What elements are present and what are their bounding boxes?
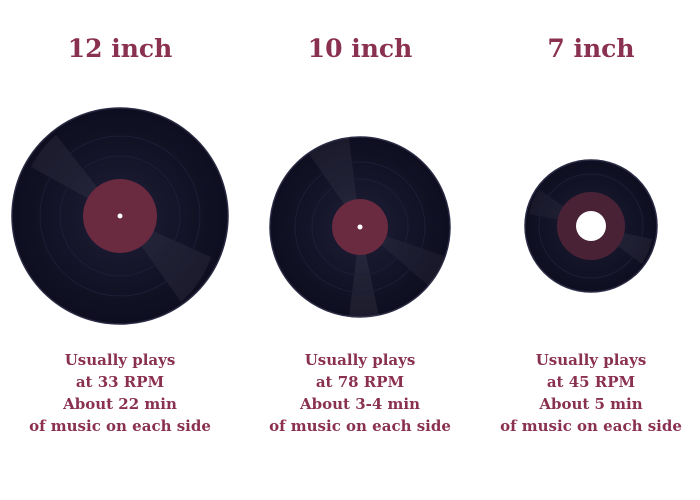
- record-description: Usually plays at 78 RPM About 3-4 min of…: [262, 349, 458, 437]
- record-title: 7 inch: [547, 34, 635, 63]
- record-title: 12 inch: [67, 34, 173, 63]
- record-column-7-inch: 7 inch Usually plays at 45 RPM About 5 m…: [500, 0, 682, 500]
- vinyl-record-12-inch-icon: [11, 107, 229, 325]
- description-line: Usually plays: [64, 351, 176, 369]
- description-line: About 5 min: [539, 395, 643, 413]
- record-description: Usually plays at 33 RPM About 22 min of …: [15, 349, 225, 437]
- description-line: About 22 min: [63, 395, 177, 413]
- description-line: at 33 RPM: [75, 373, 165, 391]
- description-line: of music on each side: [269, 417, 451, 435]
- record-column-10-inch: 10 inch Usually plays at 78 RPM About 3-…: [262, 0, 458, 500]
- record-description: Usually plays at 45 RPM About 5 min of m…: [500, 349, 682, 437]
- description-line: About 3-4 min: [300, 395, 420, 413]
- record-title: 10 inch: [307, 34, 413, 63]
- description-line: of music on each side: [29, 417, 211, 435]
- description-line: of music on each side: [500, 417, 682, 435]
- description-line: Usually plays: [535, 351, 647, 369]
- vinyl-record-7-inch-icon: [524, 159, 658, 293]
- vinyl-record-10-inch-icon: [269, 136, 451, 318]
- description-line: Usually plays: [304, 351, 416, 369]
- description-line: at 45 RPM: [546, 373, 636, 391]
- record-column-12-inch: 12 inch Usually plays at 33 RPM About 22…: [11, 0, 229, 500]
- description-line: at 78 RPM: [315, 373, 405, 391]
